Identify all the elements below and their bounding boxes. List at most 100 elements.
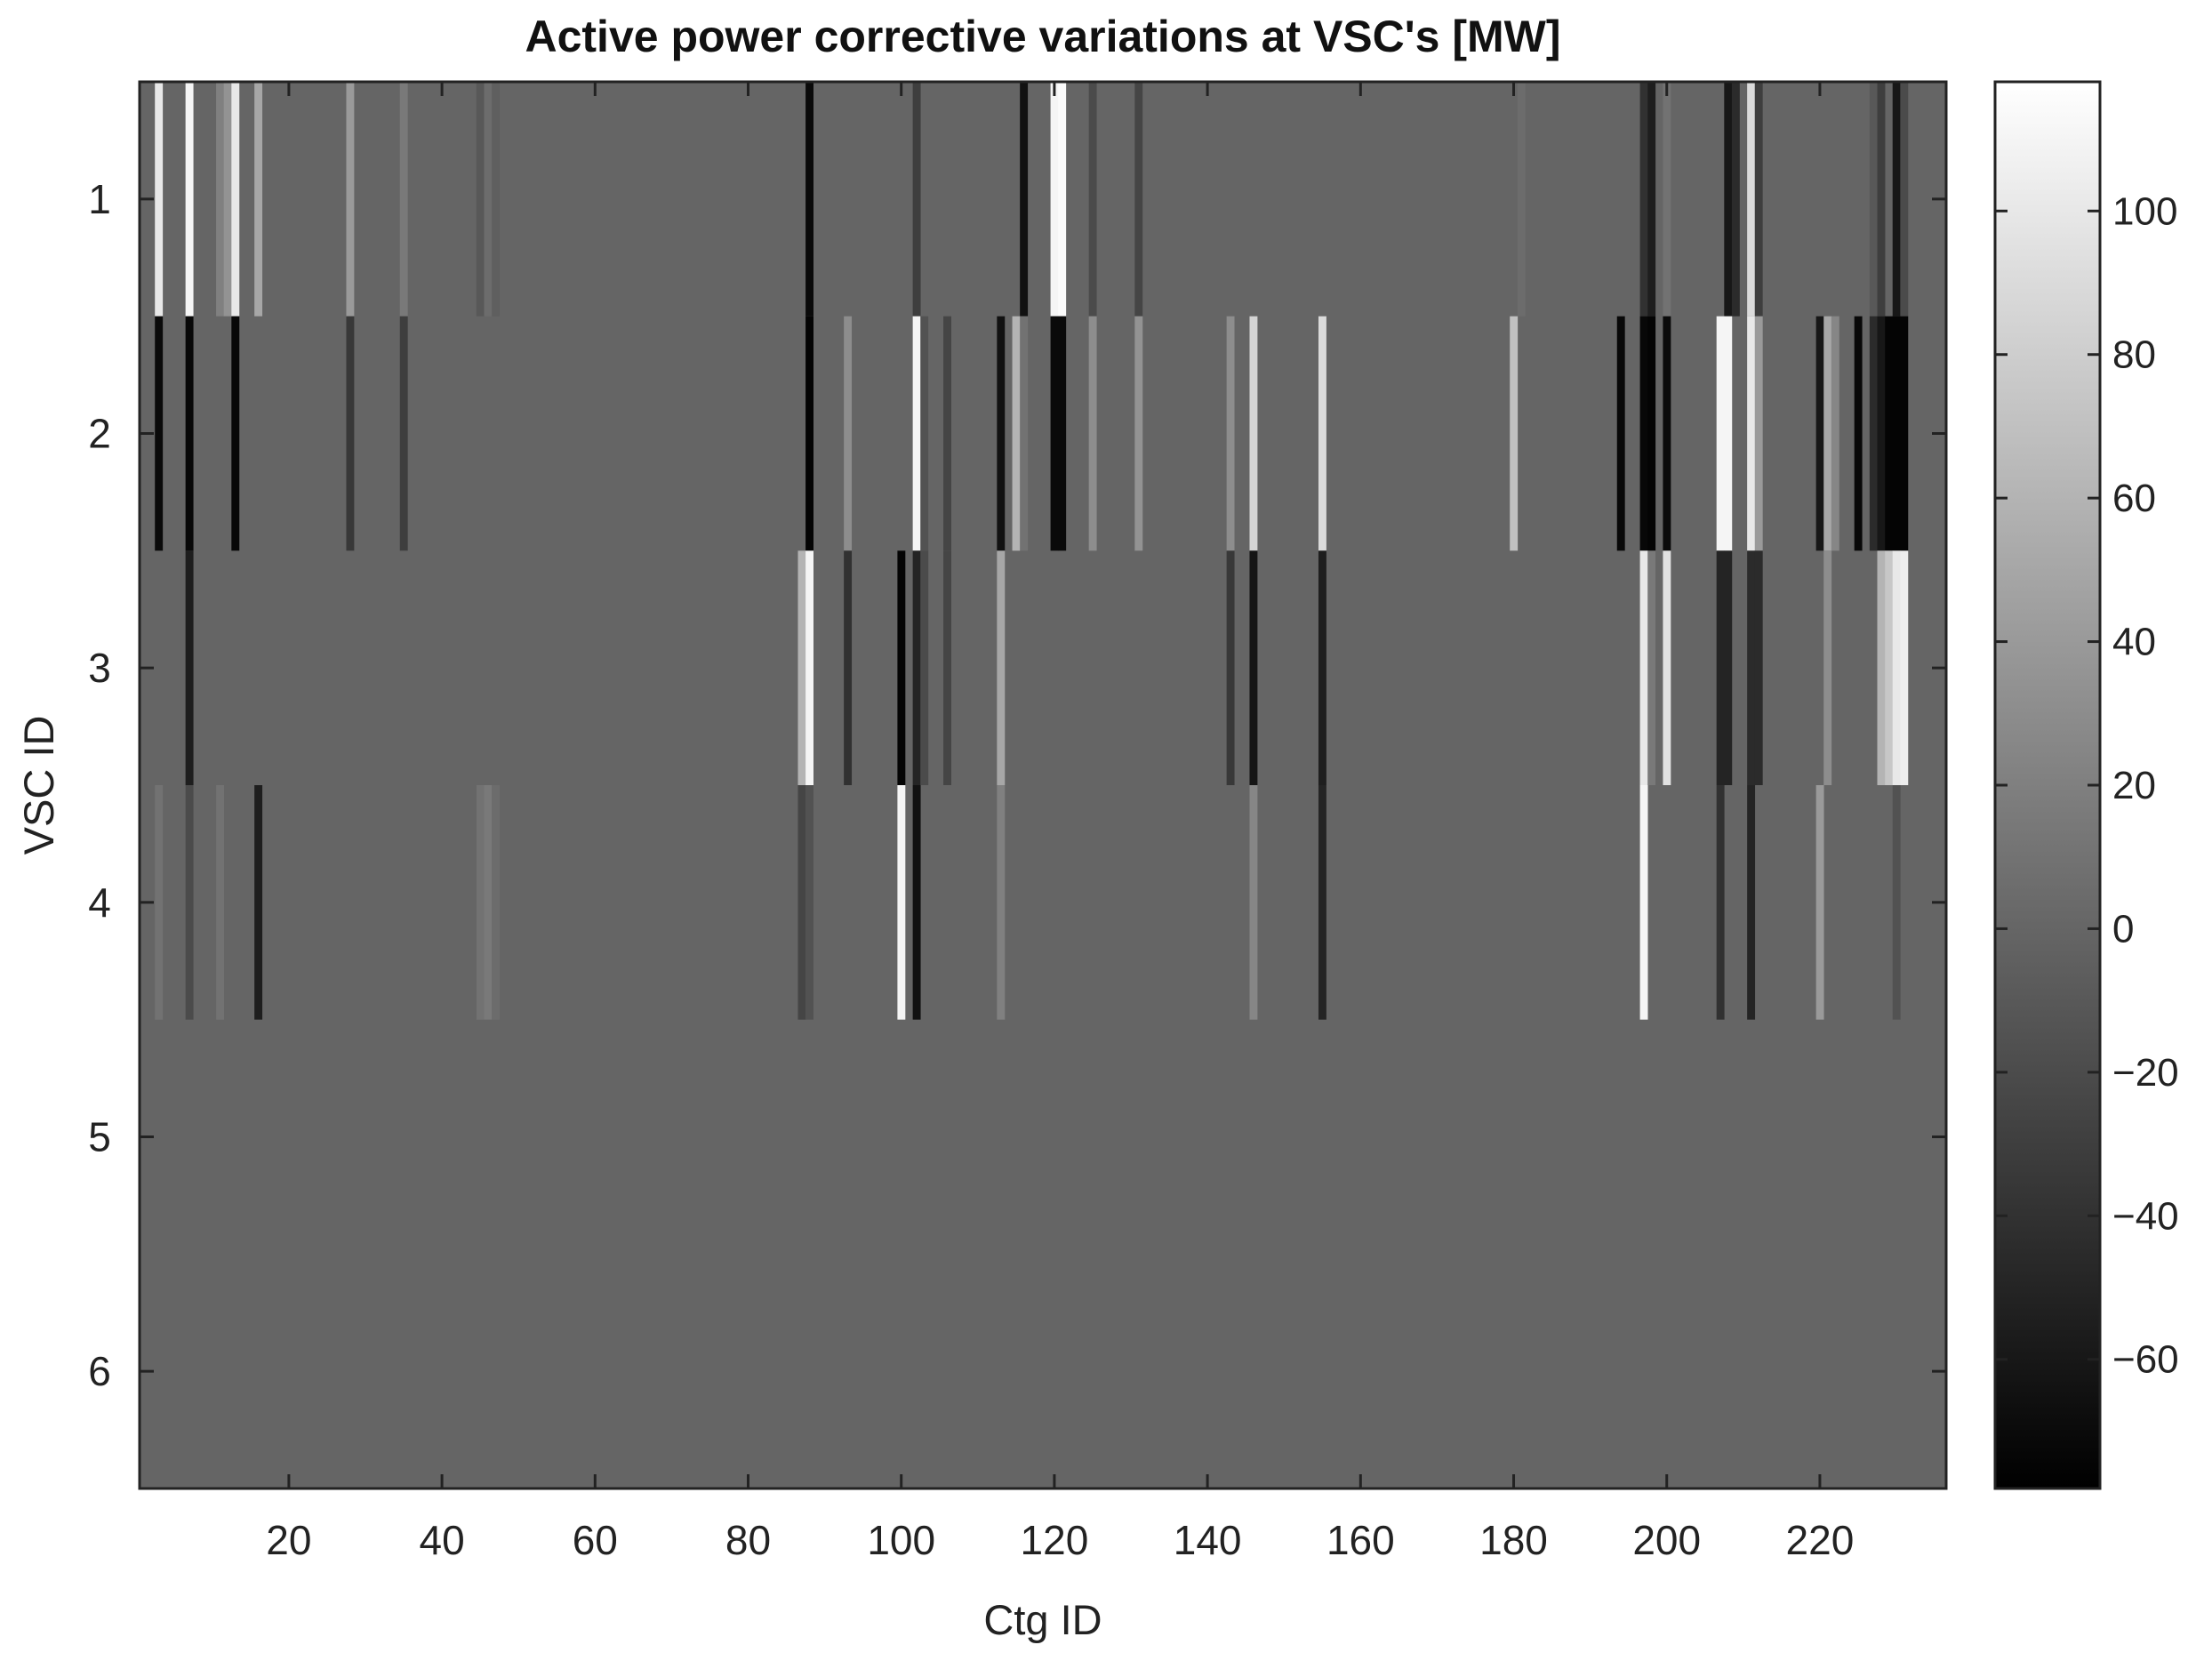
heatmap-cell bbox=[254, 785, 263, 1020]
heatmap-cell bbox=[1716, 785, 1725, 1020]
y-tick-label: 1 bbox=[88, 176, 111, 222]
heatmap-cell bbox=[844, 316, 853, 551]
colorbar-tick-label: 100 bbox=[2112, 189, 2177, 233]
heatmap-cell bbox=[805, 316, 813, 551]
heatmap-cell bbox=[1724, 550, 1733, 785]
heatmap-cell bbox=[399, 82, 408, 317]
heatmap-cell bbox=[1088, 316, 1097, 551]
heatmap-cell bbox=[1249, 785, 1258, 1020]
heatmap-cell bbox=[1012, 316, 1021, 551]
heatmap-cell bbox=[1134, 82, 1143, 317]
heatmap-cell bbox=[1892, 785, 1901, 1020]
heatmap-cell bbox=[1088, 82, 1097, 317]
heatmap-cell bbox=[1731, 82, 1740, 317]
chart-title: Active power corrective variations at VS… bbox=[525, 12, 1560, 61]
heatmap-cell bbox=[1892, 550, 1901, 785]
heatmap-cell bbox=[1854, 316, 1863, 551]
heatmap-cell bbox=[1058, 82, 1067, 317]
heatmap-cell bbox=[1877, 316, 1886, 551]
heatmap-cell bbox=[1724, 316, 1733, 551]
x-tick-label: 80 bbox=[725, 1517, 771, 1563]
y-tick-label: 5 bbox=[88, 1114, 111, 1160]
colorbar-tick-label: −60 bbox=[2112, 1338, 2179, 1382]
heatmap-cell bbox=[1647, 316, 1656, 551]
x-tick-label: 60 bbox=[573, 1517, 618, 1563]
heatmap-cell bbox=[1754, 82, 1763, 317]
colorbar-tick-label: 80 bbox=[2112, 333, 2156, 377]
colorbar-tick-label: 60 bbox=[2112, 477, 2156, 520]
heatmap-cell bbox=[897, 550, 906, 785]
heatmap-cell bbox=[997, 316, 1006, 551]
heatmap-cell bbox=[155, 785, 164, 1020]
x-tick-label: 140 bbox=[1174, 1517, 1242, 1563]
heatmap-cell bbox=[797, 550, 806, 785]
plot-frame bbox=[138, 80, 1948, 1490]
colorbar-tick-label: −20 bbox=[2112, 1051, 2179, 1095]
heatmap-cell bbox=[1639, 316, 1648, 551]
heatmap-cell bbox=[1823, 550, 1832, 785]
heatmap-cell bbox=[1249, 550, 1258, 785]
heatmap-cell bbox=[1647, 550, 1656, 785]
heatmap-cell bbox=[897, 785, 906, 1020]
heatmap-cell bbox=[1647, 82, 1656, 317]
heatmap-cell bbox=[216, 82, 225, 317]
heatmap-cell bbox=[1754, 550, 1763, 785]
heatmap-cell bbox=[1892, 82, 1901, 317]
heatmap-cell bbox=[1517, 82, 1526, 317]
heatmap-cell bbox=[185, 785, 194, 1020]
heatmap-cell bbox=[797, 785, 806, 1020]
heatmap-cell bbox=[1885, 550, 1894, 785]
heatmap-cell bbox=[155, 316, 164, 551]
heatmap-cell bbox=[492, 82, 500, 317]
heatmap-cell bbox=[155, 82, 164, 317]
colorbar-ticks: −60 −40 −20 0 20 40 60 80 100 bbox=[1995, 189, 2179, 1382]
heatmap-cell bbox=[912, 316, 921, 551]
heatmap-cell bbox=[1716, 550, 1725, 785]
heatmap-cell bbox=[912, 550, 921, 785]
heatmap-cell bbox=[1050, 82, 1059, 317]
heatmap-cell bbox=[185, 82, 194, 317]
plot-area bbox=[138, 80, 1948, 1490]
heatmap-cell bbox=[1134, 316, 1143, 551]
heatmap-cell bbox=[1869, 82, 1878, 317]
x-tick-label: 220 bbox=[1786, 1517, 1855, 1563]
heatmap-cell bbox=[254, 82, 263, 317]
heatmap-cell bbox=[231, 82, 240, 317]
heatmap-cell bbox=[223, 82, 232, 317]
heatmap-cell bbox=[476, 82, 485, 317]
heatmap-cell bbox=[1663, 82, 1671, 317]
heatmap-cell bbox=[1831, 316, 1839, 551]
y-tick-labels: 1 2 3 4 5 6 bbox=[88, 176, 111, 1394]
heatmap-cell bbox=[1616, 316, 1625, 551]
x-tick-label: 20 bbox=[266, 1517, 311, 1563]
heatmap-background bbox=[140, 82, 1946, 1488]
heatmap-cell bbox=[1747, 316, 1756, 551]
heatmap-cell bbox=[1815, 316, 1824, 551]
heatmap-cell bbox=[1639, 785, 1648, 1020]
y-tick-label: 3 bbox=[88, 645, 111, 691]
heatmap-cell bbox=[1900, 82, 1909, 317]
x-tick-label: 40 bbox=[420, 1517, 465, 1563]
heatmap-cell bbox=[912, 785, 921, 1020]
heatmap-cell bbox=[216, 785, 225, 1020]
heatmap-cells bbox=[155, 82, 1909, 1020]
heatmap-cell bbox=[231, 316, 240, 551]
heatmap-cell bbox=[484, 82, 493, 317]
heatmap-cell bbox=[943, 550, 951, 785]
heatmap-cell bbox=[492, 785, 500, 1020]
heatmap-cell bbox=[1058, 316, 1067, 551]
heatmap-cell bbox=[346, 82, 355, 317]
heatmap-cell bbox=[1663, 316, 1671, 551]
x-tick-label: 200 bbox=[1632, 1517, 1701, 1563]
heatmap-cell bbox=[1900, 316, 1909, 551]
heatmap-cell bbox=[1226, 550, 1235, 785]
heatmap-cell bbox=[805, 82, 813, 317]
x-tick-label: 180 bbox=[1479, 1517, 1548, 1563]
heatmap-cell bbox=[1249, 316, 1258, 551]
heatmap-cell bbox=[844, 550, 853, 785]
heatmap-cell bbox=[1318, 550, 1326, 785]
colorbar-gradient bbox=[1993, 80, 2102, 1490]
heatmap-cell bbox=[1639, 82, 1648, 317]
heatmap-cell bbox=[1747, 82, 1756, 317]
